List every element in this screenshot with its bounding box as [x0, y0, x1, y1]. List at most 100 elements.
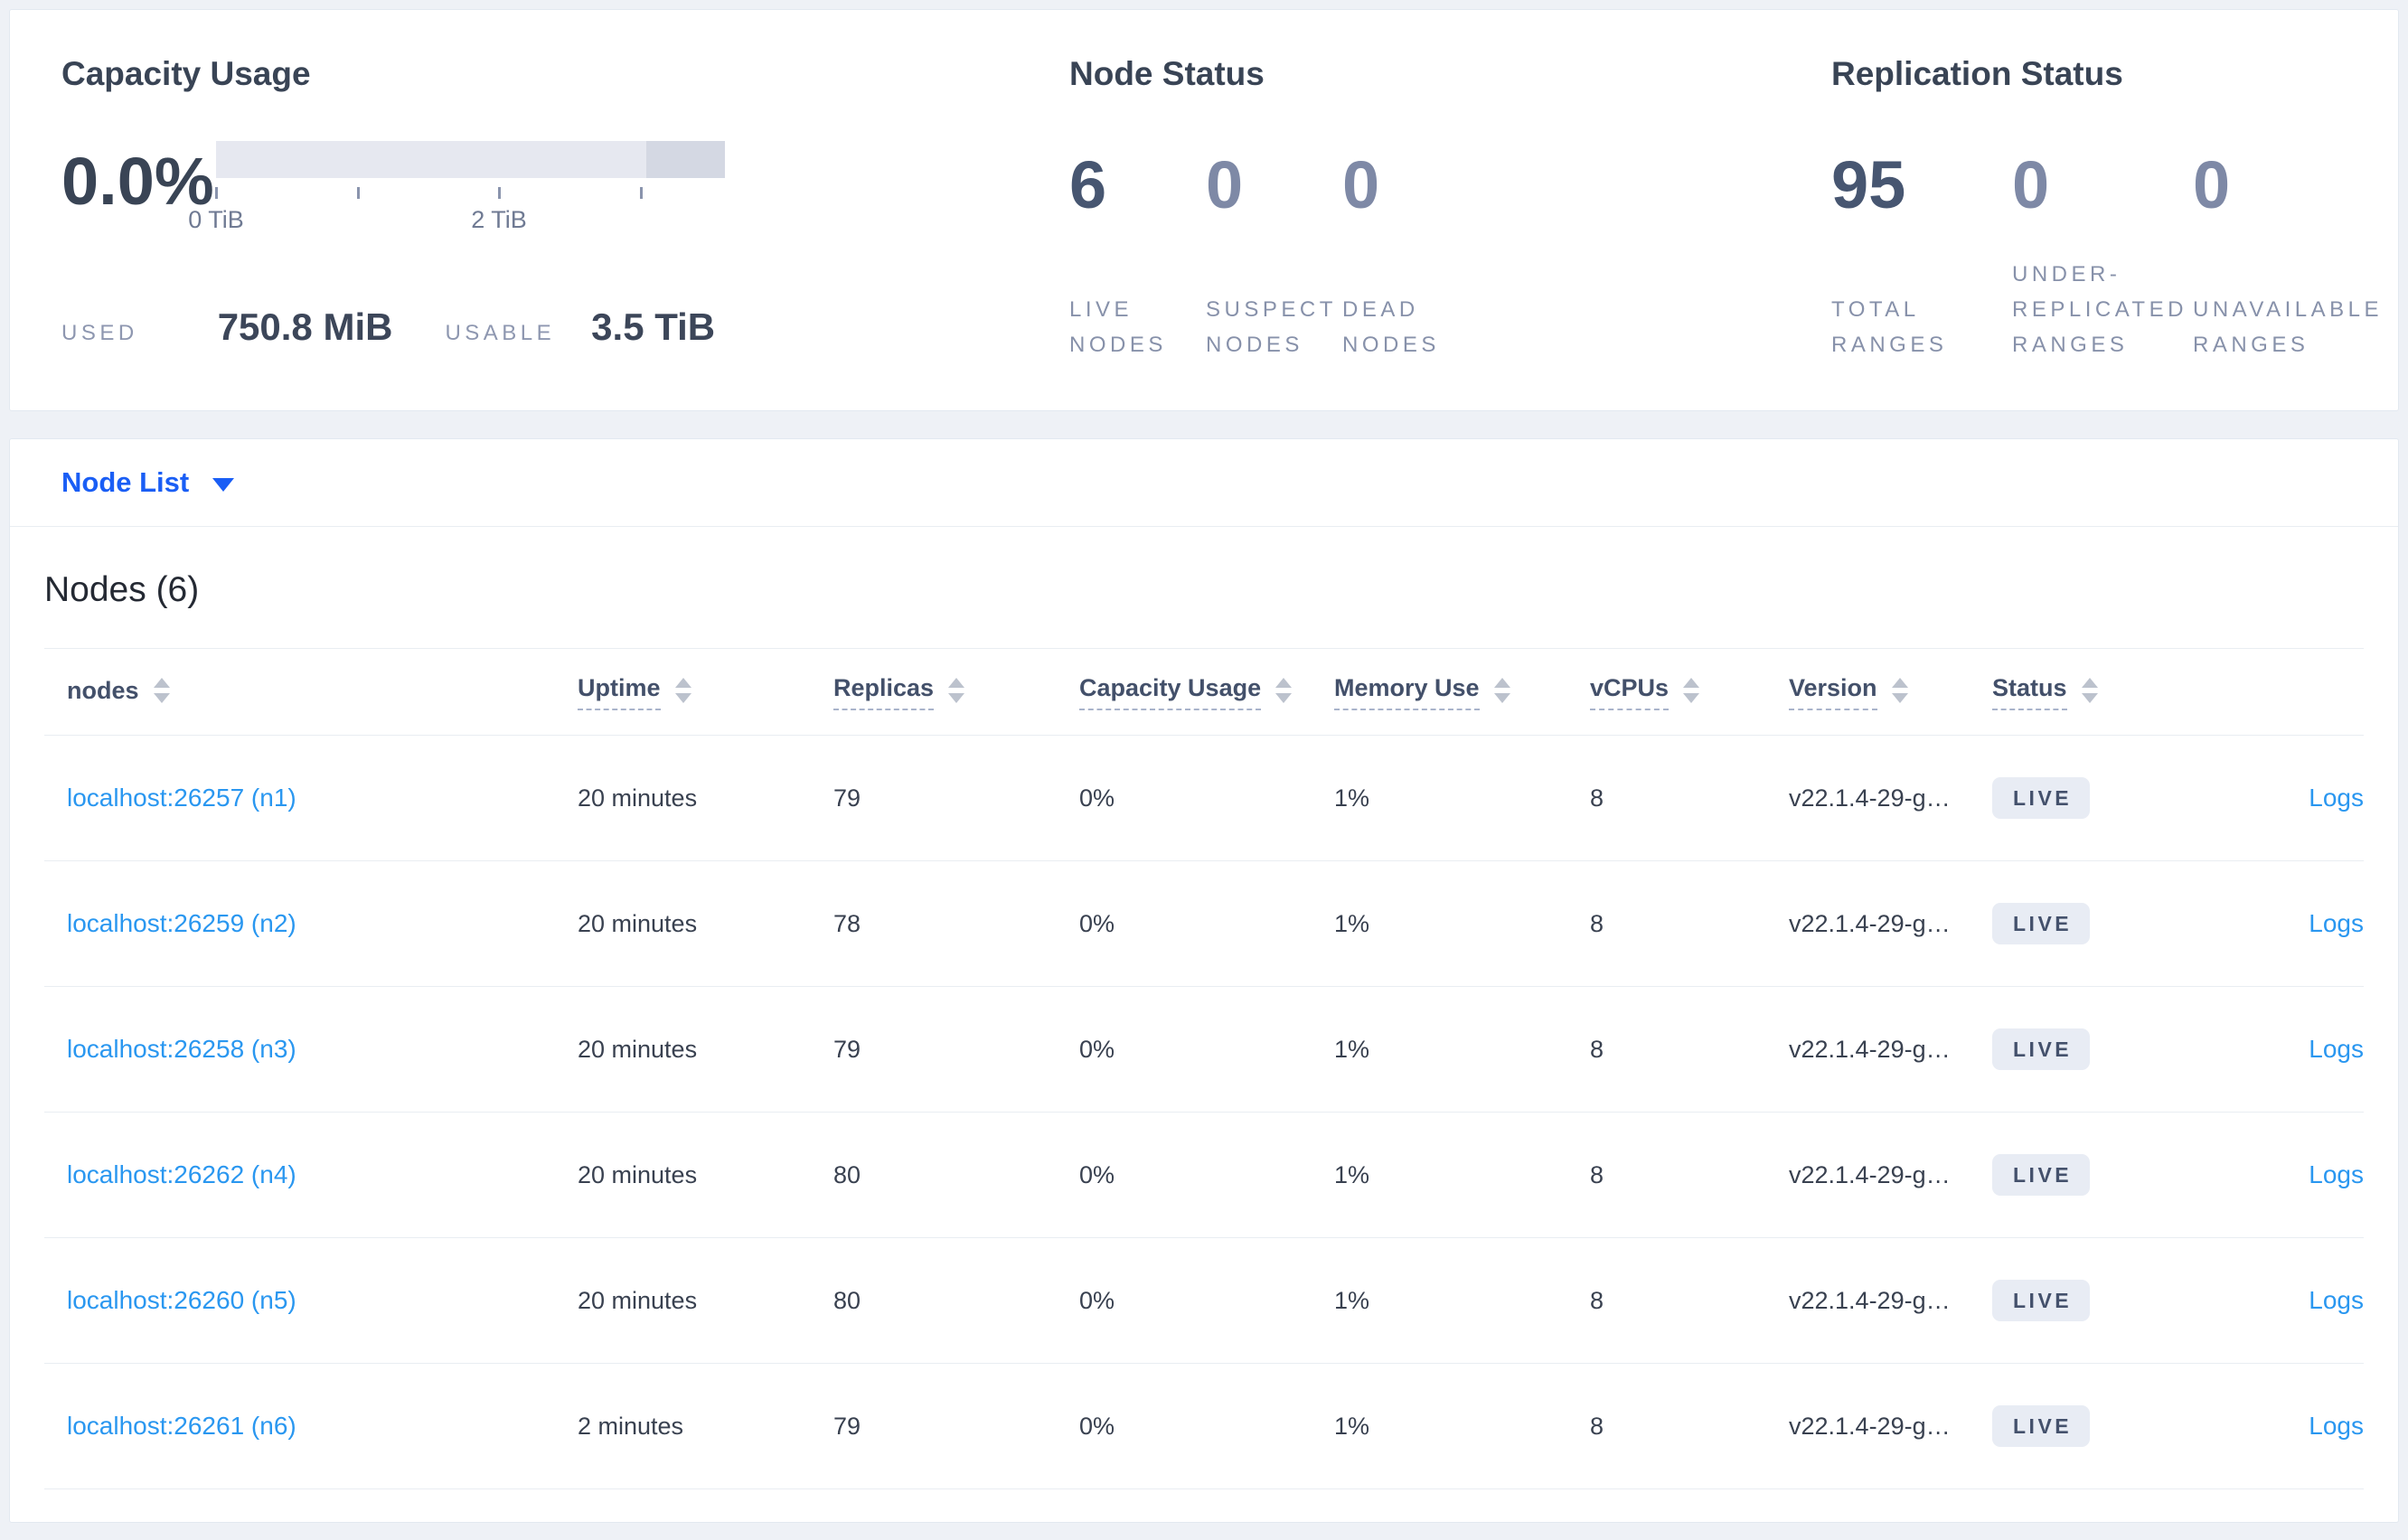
dead-nodes-value: 0	[1342, 147, 1380, 222]
logs-link[interactable]: Logs	[2309, 1412, 2364, 1440]
used-label: USED	[61, 321, 138, 345]
capacity-percent-value: 0.0%	[61, 144, 214, 219]
replicas-cell: 79	[811, 1363, 1057, 1489]
tick-mark	[498, 187, 502, 199]
node-link[interactable]: localhost:26262 (n4)	[67, 1160, 296, 1188]
tick-label-0tib: 0 TiB	[188, 206, 244, 233]
capacity-usage-cell: 0%	[1057, 1112, 1312, 1238]
replication-status-title: Replication Status	[1831, 55, 2123, 92]
table-row: localhost:26259 (n2) 20 minutes 78 0% 1%…	[44, 860, 2364, 987]
nodes-table: nodes Uptime Replicas	[44, 648, 2364, 1489]
suspect-nodes-value: 0	[1206, 147, 1244, 222]
node-link[interactable]: localhost:26261 (n6)	[67, 1412, 296, 1440]
column-header-nodes[interactable]: nodes	[44, 648, 555, 736]
capacity-bar-track	[216, 141, 725, 178]
capacity-usage-cell: 0%	[1057, 860, 1312, 987]
node-status-title: Node Status	[1069, 55, 1265, 92]
sort-icon	[1275, 677, 1293, 703]
vcpus-cell: 8	[1567, 735, 1766, 861]
under-replicated-ranges-value: 0	[2012, 147, 2050, 222]
node-link[interactable]: localhost:26257 (n1)	[67, 784, 296, 812]
logs-link[interactable]: Logs	[2309, 784, 2364, 812]
replicas-cell: 79	[811, 735, 1057, 861]
uptime-cell: 20 minutes	[555, 1237, 811, 1364]
unavailable-ranges-stat: 0 UNAVAILABLE RANGES	[2193, 147, 2379, 363]
replicas-cell: 80	[811, 1237, 1057, 1364]
capacity-bar-ticks	[215, 187, 725, 199]
vcpus-cell: 8	[1567, 860, 1766, 987]
tick-mark	[356, 187, 360, 199]
vcpus-cell: 8	[1567, 1363, 1766, 1489]
chevron-down-icon	[212, 477, 235, 492]
live-nodes-stat: 6 LIVE NODES	[1069, 152, 1206, 363]
node-list-dropdown-label: Node List	[61, 466, 190, 498]
node-list-card: Node List Nodes (6) nodes	[9, 438, 2399, 1523]
table-row: localhost:26257 (n1) 20 minutes 79 0% 1%…	[44, 735, 2364, 861]
table-row: localhost:26261 (n6) 2 minutes 79 0% 1% …	[44, 1363, 2364, 1489]
replicas-cell: 79	[811, 986, 1057, 1113]
sort-icon	[948, 677, 965, 703]
status-badge: LIVE	[1992, 1280, 2091, 1321]
dead-nodes-label: DEAD NODES	[1342, 297, 1440, 358]
version-cell: v22.1.4-29-g…	[1766, 1363, 1970, 1489]
status-badge: LIVE	[1992, 1154, 2091, 1196]
status-badge: LIVE	[1992, 1405, 2091, 1447]
under-replicated-ranges-stat: 0 UNDER-REPLICATED RANGES	[2012, 152, 2193, 363]
node-link[interactable]: localhost:26258 (n3)	[67, 1035, 296, 1063]
sort-icon	[1493, 677, 1510, 703]
capacity-bar-reserved-segment	[645, 141, 725, 178]
logs-link[interactable]: Logs	[2309, 1286, 2364, 1314]
column-header-replicas[interactable]: Replicas	[811, 648, 1057, 736]
vcpus-cell: 8	[1567, 1112, 1766, 1238]
column-header-capacity-usage[interactable]: Capacity Usage	[1057, 648, 1312, 736]
status-badge: LIVE	[1992, 777, 2091, 819]
logs-link[interactable]: Logs	[2309, 909, 2364, 937]
version-cell: v22.1.4-29-g…	[1766, 1237, 1970, 1364]
logs-link[interactable]: Logs	[2309, 1160, 2364, 1188]
nodes-table-section: Nodes (6) nodes	[10, 568, 2398, 1489]
unavailable-ranges-value: 0	[2193, 147, 2231, 222]
nodes-count-heading: Nodes (6)	[44, 570, 200, 609]
column-header-vcpus[interactable]: vCPUs	[1567, 648, 1766, 736]
memory-use-cell: 1%	[1312, 986, 1567, 1113]
capacity-usage-panel: Capacity Usage 0.0% 0 TiB 2 TiB	[61, 57, 1069, 410]
cluster-summary-card: Capacity Usage 0.0% 0 TiB 2 TiB	[9, 9, 2399, 411]
suspect-nodes-stat: 0 SUSPECT NODES	[1206, 152, 1342, 363]
live-nodes-label: LIVE NODES	[1069, 297, 1167, 358]
view-selector-bar: Node List	[10, 439, 2398, 527]
usable-label: USABLE	[445, 321, 556, 345]
logs-link[interactable]: Logs	[2309, 1035, 2364, 1063]
table-row: localhost:26262 (n4) 20 minutes 80 0% 1%…	[44, 1112, 2364, 1238]
version-cell: v22.1.4-29-g…	[1766, 735, 1970, 861]
node-link[interactable]: localhost:26259 (n2)	[67, 909, 296, 937]
sort-icon	[1891, 677, 1908, 703]
capacity-usage-cell: 0%	[1057, 735, 1312, 861]
node-list-dropdown[interactable]: Node List	[61, 466, 235, 499]
tick-mark	[639, 187, 643, 199]
tick-label-2tib: 2 TiB	[471, 206, 527, 233]
total-ranges-value: 95	[1831, 147, 1906, 222]
node-link[interactable]: localhost:26260 (n5)	[67, 1286, 296, 1314]
capacity-usage-title: Capacity Usage	[61, 55, 311, 92]
vcpus-cell: 8	[1567, 986, 1766, 1113]
sort-icon	[1683, 677, 1700, 703]
uptime-cell: 20 minutes	[555, 735, 811, 861]
column-header-version[interactable]: Version	[1766, 648, 1970, 736]
replicas-cell: 78	[811, 860, 1057, 987]
total-ranges-label: TOTAL RANGES	[1831, 297, 1948, 358]
column-header-uptime[interactable]: Uptime	[555, 648, 811, 736]
dead-nodes-stat: 0 DEAD NODES	[1342, 152, 1479, 363]
memory-use-cell: 1%	[1312, 1112, 1567, 1238]
uptime-cell: 20 minutes	[555, 1112, 811, 1238]
column-header-status[interactable]: Status	[1970, 648, 2171, 736]
node-status-stats: 6 LIVE NODES 0 SUSPECT NODES 0 DEAD NODE…	[1069, 152, 1831, 363]
capacity-bar: 0 TiB 2 TiB	[188, 141, 725, 235]
column-header-memory-use[interactable]: Memory Use	[1312, 648, 1567, 736]
status-badge: LIVE	[1992, 1028, 2091, 1070]
uptime-cell: 20 minutes	[555, 860, 811, 987]
under-replicated-ranges-label: UNDER-REPLICATED RANGES	[2012, 262, 2187, 358]
replication-status-panel: Replication Status 95 TOTAL RANGES 0 UND…	[1831, 57, 2398, 410]
table-header-row: nodes Uptime Replicas	[44, 648, 2364, 736]
vcpus-cell: 8	[1567, 1237, 1766, 1364]
usable-value: 3.5 TiB	[591, 305, 716, 348]
